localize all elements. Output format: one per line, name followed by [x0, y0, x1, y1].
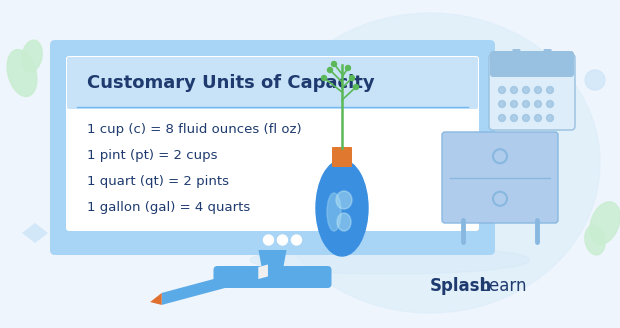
- Circle shape: [498, 87, 505, 93]
- Circle shape: [332, 62, 337, 67]
- Text: Learn: Learn: [480, 277, 526, 295]
- Circle shape: [546, 87, 554, 93]
- Circle shape: [523, 114, 529, 121]
- Text: 1 gallon (gal) = 4 quarts: 1 gallon (gal) = 4 quarts: [87, 200, 250, 214]
- FancyBboxPatch shape: [66, 56, 479, 231]
- Circle shape: [327, 68, 332, 72]
- Ellipse shape: [585, 225, 605, 255]
- Ellipse shape: [337, 213, 351, 231]
- Ellipse shape: [250, 246, 530, 274]
- FancyBboxPatch shape: [512, 49, 520, 63]
- Circle shape: [353, 85, 358, 90]
- Circle shape: [498, 114, 505, 121]
- Text: Splash: Splash: [430, 277, 492, 295]
- Ellipse shape: [260, 13, 600, 313]
- Circle shape: [534, 87, 541, 93]
- FancyBboxPatch shape: [490, 51, 574, 77]
- Ellipse shape: [590, 202, 620, 244]
- Circle shape: [510, 114, 518, 121]
- Ellipse shape: [22, 40, 42, 72]
- Ellipse shape: [7, 50, 37, 96]
- FancyBboxPatch shape: [332, 147, 352, 167]
- Circle shape: [510, 100, 518, 108]
- Text: Customary Units of Capacity: Customary Units of Capacity: [87, 74, 374, 92]
- FancyBboxPatch shape: [489, 54, 575, 130]
- Circle shape: [534, 114, 541, 121]
- Circle shape: [534, 100, 541, 108]
- Circle shape: [345, 66, 350, 71]
- Circle shape: [510, 87, 518, 93]
- FancyBboxPatch shape: [213, 266, 332, 288]
- Circle shape: [322, 75, 327, 80]
- Polygon shape: [162, 267, 259, 305]
- Text: 1 cup (c) = 8 fluid ounces (fl oz): 1 cup (c) = 8 fluid ounces (fl oz): [87, 122, 301, 135]
- Polygon shape: [150, 293, 162, 305]
- Circle shape: [278, 235, 288, 245]
- Circle shape: [498, 100, 505, 108]
- Circle shape: [546, 100, 554, 108]
- Circle shape: [264, 235, 273, 245]
- Circle shape: [523, 87, 529, 93]
- FancyBboxPatch shape: [50, 40, 495, 255]
- Ellipse shape: [316, 160, 368, 256]
- Polygon shape: [259, 250, 286, 272]
- Ellipse shape: [327, 193, 341, 231]
- Circle shape: [350, 75, 355, 80]
- Text: 1 pint (pt) = 2 cups: 1 pint (pt) = 2 cups: [87, 149, 218, 161]
- Circle shape: [585, 70, 605, 90]
- Ellipse shape: [336, 191, 352, 209]
- FancyBboxPatch shape: [544, 49, 552, 63]
- Polygon shape: [22, 223, 48, 243]
- Polygon shape: [259, 264, 268, 279]
- FancyBboxPatch shape: [442, 132, 558, 223]
- Circle shape: [523, 100, 529, 108]
- Circle shape: [546, 114, 554, 121]
- Circle shape: [291, 235, 301, 245]
- FancyBboxPatch shape: [67, 57, 478, 109]
- Text: 1 quart (qt) = 2 pints: 1 quart (qt) = 2 pints: [87, 174, 229, 188]
